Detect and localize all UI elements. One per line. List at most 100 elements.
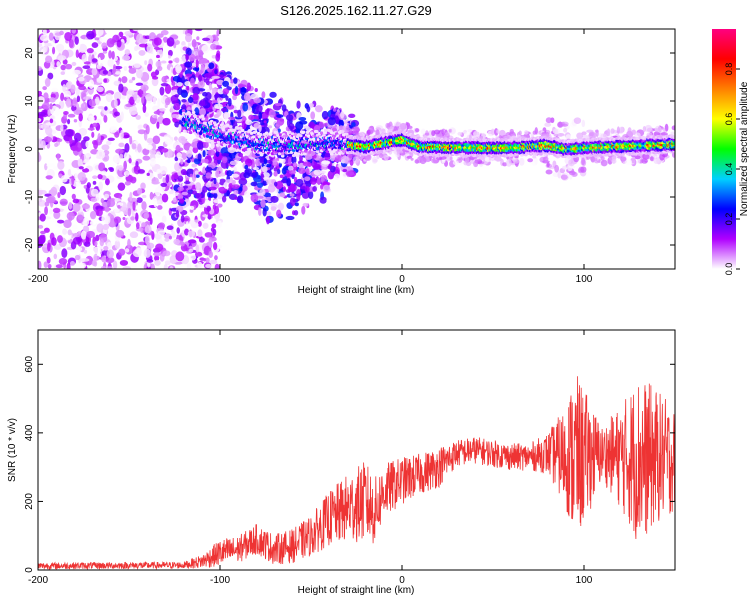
spectrogram-cell (78, 85, 87, 91)
spectrogram-cell (255, 158, 261, 167)
spectrogram-cell (268, 132, 273, 136)
spectrogram-cell (144, 225, 152, 234)
spectrogram-cell (322, 184, 331, 192)
spectrogram-cell (238, 187, 243, 191)
spectrogram-cell (671, 125, 675, 131)
spectrogram-cell (319, 196, 327, 204)
spectrogram-cell (106, 38, 115, 48)
spectrogram-cell (214, 263, 220, 269)
spectrogram-cell (188, 53, 196, 62)
spectrogram-cell (249, 131, 254, 135)
spectrogram-cell (322, 181, 331, 186)
spectrogram-cell (568, 170, 576, 176)
spectrogram-cell (102, 69, 109, 75)
spectrogram-cell (323, 122, 328, 127)
spectrogram-cell (322, 131, 327, 135)
spectrogram-cell (147, 63, 153, 72)
spectrogram-cell (187, 42, 192, 47)
spectrogram-cell (178, 124, 182, 132)
spectrogram-cell (47, 195, 56, 203)
spectrogram-cell (106, 266, 113, 269)
spectrogram-cell (164, 97, 171, 106)
spectrogram-cell (38, 43, 43, 48)
spectrogram-cell (52, 207, 61, 213)
spectrogram-cell (195, 244, 200, 253)
spectrogram-cell (186, 149, 193, 158)
spectrogram-cell (80, 258, 90, 262)
spectrogram-cell (173, 102, 181, 111)
spectrogram-cell (322, 153, 332, 158)
spectrogram-cell (210, 227, 215, 233)
spectrogram-cell (142, 148, 150, 156)
spectrogram-cell (274, 102, 283, 107)
spectrogram-cell (301, 130, 306, 134)
spectrogram-cell (181, 109, 186, 113)
spectrogram-cell (208, 239, 213, 248)
spectrogram-cell (291, 148, 296, 152)
spectrogram-cell (132, 201, 136, 211)
spectrogram-cell (43, 92, 49, 101)
spectrogram-cell (204, 158, 209, 164)
spectrogram-cell (169, 266, 174, 269)
spectrogram-cell (55, 43, 65, 52)
spectrogram-cell (137, 129, 146, 135)
spectrogram-cell (98, 162, 106, 172)
spectrogram-cell (371, 156, 378, 164)
spectrogram-cell (625, 159, 633, 166)
spectrogram-cell (90, 188, 99, 197)
spectrogram-cell (57, 219, 65, 224)
spectrogram-cell (561, 123, 569, 127)
spectrogram-cell (201, 117, 206, 121)
spectrogram-cell (383, 154, 389, 161)
spectrogram-cell (286, 114, 294, 121)
spectrogram-cell (181, 89, 187, 93)
spectrogram-cell (232, 94, 237, 101)
spectrogram-cell (92, 122, 98, 128)
spectrogram-cell (106, 249, 114, 259)
spectrogram-cell (294, 202, 299, 207)
spectrogram-cell (644, 124, 653, 133)
spectrogram-cell (226, 190, 230, 197)
spectrogram-cell (119, 153, 124, 159)
spectrogram-cell (149, 148, 156, 155)
spectrogram-cell (353, 130, 359, 134)
spectrogram-cell (281, 104, 287, 112)
spectrogram-cell (552, 128, 561, 135)
spectrogram-cell (320, 170, 327, 174)
spectrogram-cell (255, 105, 263, 113)
spectrogram-cell (341, 155, 349, 164)
spectrogram-cell (206, 88, 211, 93)
spectrogram-cell (129, 135, 133, 145)
spectrogram-cell (44, 206, 48, 216)
spectrogram-cell (112, 64, 117, 74)
spectrogram-cell (634, 155, 641, 160)
spectrogram-cell (39, 213, 46, 222)
spectrogram-cell (60, 123, 64, 132)
spectrogram-cell (273, 181, 278, 187)
spectrogram-cell (56, 61, 61, 68)
spectrogram-cell (107, 58, 114, 67)
spectrogram-cell (46, 163, 56, 168)
spectrogram-cell (261, 91, 266, 99)
spectrogram-cell (127, 90, 135, 95)
spectrogram-cell (60, 175, 68, 183)
spectrogram-cell (223, 181, 231, 189)
spectrogram-cell (327, 170, 335, 180)
spectrogram-cell (452, 160, 459, 166)
spectrogram-cell (157, 205, 163, 210)
spectrogram-cell (196, 174, 200, 178)
spectrogram-cell (164, 260, 171, 266)
spectrogram-cell (231, 173, 240, 178)
spectrogram-cell (518, 130, 522, 136)
spectrogram-cell (225, 123, 230, 127)
spectrogram-cell (312, 164, 322, 170)
spectrogram-cell (44, 201, 50, 207)
spectrogram-cell (129, 96, 135, 106)
spectrogram-cell (211, 223, 217, 229)
spectrogram-cell (280, 152, 285, 156)
spectrogram-cell (162, 250, 171, 257)
spectrogram-cell (75, 49, 79, 59)
spectrogram-cell (296, 189, 302, 197)
spectrogram-cell (323, 128, 328, 132)
spectrogram-cell (91, 58, 98, 63)
